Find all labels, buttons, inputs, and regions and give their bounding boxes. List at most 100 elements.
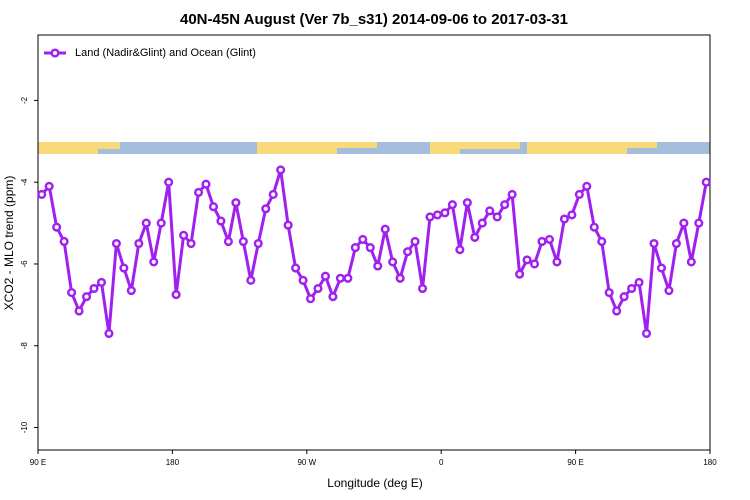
data-point [186, 238, 196, 249]
data-point [298, 275, 308, 285]
data-point [291, 263, 301, 273]
data-point [425, 212, 435, 222]
data-point [111, 238, 121, 249]
data-point [216, 216, 226, 226]
data-point [223, 236, 233, 247]
data-point [193, 187, 204, 197]
data-point [335, 273, 345, 283]
surface-strip [38, 142, 710, 154]
data-point [432, 210, 443, 220]
data-point [410, 236, 420, 247]
data-point [104, 328, 114, 339]
data-point [380, 224, 390, 234]
legend-marker [50, 48, 60, 58]
data-point [126, 285, 136, 296]
y-tick-label: -10 [20, 421, 29, 433]
plot-frame [37, 34, 711, 451]
data-point [559, 214, 569, 224]
data-point [574, 189, 584, 200]
data-point [462, 198, 472, 208]
data-point [537, 236, 547, 247]
data-point [440, 208, 450, 218]
x-tick-label: 90 E [30, 458, 46, 467]
data-point [664, 285, 674, 296]
data-point [179, 230, 189, 240]
data-point [246, 275, 256, 285]
data-point [686, 257, 696, 267]
data-point [582, 181, 592, 191]
data-point [641, 328, 652, 339]
data-point [52, 222, 62, 232]
data-point [253, 238, 263, 249]
x-tick-label: 180 [166, 458, 180, 467]
y-tick-label: -2 [20, 96, 29, 104]
data-point [507, 189, 517, 200]
data-point [37, 189, 47, 200]
data-point [44, 181, 54, 191]
data-point [171, 290, 181, 300]
data-point [59, 236, 69, 247]
data-point [134, 238, 144, 249]
y-axis-label: XCO2 - MLO trend (ppm) [2, 176, 16, 311]
data-point [313, 283, 323, 294]
data-point [671, 238, 681, 249]
data-point [365, 243, 375, 253]
data-point [589, 222, 599, 232]
x-tick-label: 180 [703, 458, 717, 467]
x-tick-label: 90 E [567, 458, 583, 467]
data-point [268, 189, 278, 200]
x-axis-label: Longitude (deg E) [327, 476, 422, 490]
data-point [492, 212, 502, 222]
y-tick-label: -6 [20, 260, 29, 268]
data-point [597, 236, 607, 247]
data-line [40, 168, 708, 335]
data-point [238, 236, 248, 247]
data-point [627, 283, 637, 294]
data-point [567, 210, 577, 220]
data-point [388, 257, 398, 267]
data-point [656, 263, 667, 273]
data-point [149, 257, 159, 267]
data-point [96, 277, 107, 287]
data-point [156, 218, 166, 228]
data-point [544, 234, 555, 244]
data-point [417, 283, 428, 294]
legend-label: Land (Nadir&Glint) and Ocean (Glint) [75, 47, 256, 59]
data-point [604, 288, 614, 298]
data-point [477, 218, 487, 228]
data-point [395, 273, 405, 283]
data-point [208, 202, 219, 212]
data-point [447, 200, 457, 210]
chart-title: 40N-45N August (Ver 7b_s31) 2014-09-06 t… [180, 11, 568, 28]
data-point [358, 234, 368, 244]
data-point [74, 306, 84, 316]
data-point [701, 177, 711, 187]
data-point [81, 292, 92, 302]
data-point [679, 218, 689, 228]
y-tick-label: -8 [20, 342, 29, 350]
y-tick-label: -4 [20, 178, 29, 186]
data-point [612, 306, 622, 316]
data-point [305, 294, 316, 304]
data-point [201, 179, 211, 189]
x-tick-label: 0 [439, 458, 444, 467]
data-point [485, 206, 495, 216]
data-point [320, 271, 331, 281]
data-point [403, 247, 413, 257]
data-point [634, 277, 644, 287]
data-point [261, 204, 271, 214]
data-point [649, 238, 659, 249]
data-point [515, 269, 525, 279]
data-point [343, 273, 353, 283]
data-point [350, 243, 360, 253]
data-point [694, 218, 704, 228]
data-point [119, 263, 129, 273]
data-point [455, 245, 465, 255]
data-point [552, 257, 562, 267]
data-point [231, 198, 241, 208]
data-point [67, 288, 77, 298]
data-point [373, 261, 383, 271]
data-point [276, 165, 286, 175]
data-point [470, 232, 480, 242]
data-point [522, 255, 532, 265]
